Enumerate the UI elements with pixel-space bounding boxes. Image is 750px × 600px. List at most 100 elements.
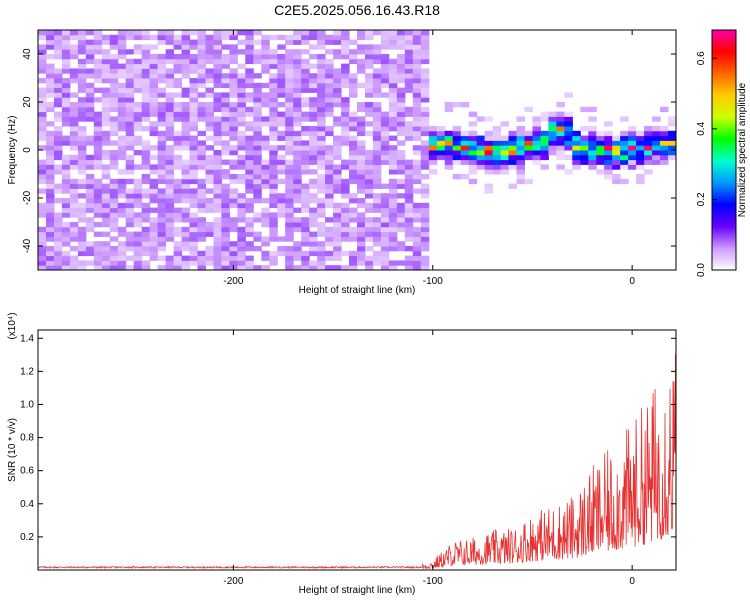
heatmap-cell bbox=[261, 250, 270, 257]
heatmap-cell bbox=[628, 145, 637, 151]
heatmap-cell bbox=[388, 106, 398, 113]
heatmap-cell bbox=[612, 135, 621, 141]
heatmap-cell bbox=[117, 68, 127, 74]
heatmap-cell bbox=[548, 145, 557, 151]
heatmap-cell bbox=[341, 217, 350, 223]
heatmap-cell bbox=[46, 217, 55, 223]
heatmap-cell bbox=[540, 111, 549, 117]
heatmap-cell bbox=[277, 169, 286, 175]
heatmap-cell bbox=[372, 126, 382, 132]
heatmap-cell bbox=[396, 164, 406, 170]
heatmap-cell bbox=[125, 63, 135, 69]
heatmap-cell bbox=[277, 111, 286, 117]
heatmap-cell bbox=[269, 135, 278, 141]
heatmap-cell bbox=[205, 226, 214, 233]
heatmap-cell bbox=[285, 145, 294, 151]
heatmap-cell bbox=[46, 68, 55, 74]
heatmap-cell bbox=[508, 154, 517, 161]
heatmap-cell bbox=[492, 126, 502, 132]
heatmap-cell bbox=[301, 222, 310, 228]
heatmap-cell bbox=[69, 212, 79, 218]
heatmap-cell bbox=[285, 183, 294, 189]
heatmap-cell bbox=[69, 207, 79, 213]
heatmap-cell bbox=[181, 44, 191, 50]
heatmap-cell bbox=[229, 226, 238, 233]
heatmap-cell bbox=[125, 73, 135, 79]
heatmap-cell bbox=[149, 231, 159, 237]
heatmap-cell bbox=[133, 241, 143, 247]
heatmap-cell bbox=[133, 106, 143, 113]
heatmap-cell bbox=[205, 58, 214, 65]
heatmap-cell bbox=[293, 92, 302, 98]
heatmap-cell bbox=[261, 255, 270, 261]
heatmap-cell bbox=[181, 130, 191, 137]
heatmap-cell bbox=[388, 121, 398, 127]
heatmap-cell bbox=[253, 30, 262, 36]
heatmap-cell bbox=[165, 97, 175, 103]
heatmap-cell bbox=[333, 73, 342, 79]
heatmap-cell bbox=[77, 193, 87, 199]
heatmap-cell bbox=[540, 140, 549, 146]
heatmap-cell bbox=[301, 140, 310, 146]
heatmap-cell bbox=[309, 106, 318, 113]
heatmap-cell bbox=[349, 92, 358, 98]
heatmap-cell bbox=[333, 92, 342, 98]
heatmap-cell bbox=[189, 135, 198, 141]
heatmap-cell bbox=[412, 126, 422, 132]
heatmap-cell bbox=[133, 30, 143, 36]
heatmap-cell bbox=[548, 111, 557, 117]
heatmap-cell bbox=[69, 106, 79, 113]
heatmap-cell bbox=[101, 92, 111, 98]
heatmap-cell bbox=[93, 265, 103, 270]
heatmap-cell bbox=[165, 159, 175, 165]
heatmap-cell bbox=[93, 135, 103, 141]
heatmap-cell bbox=[564, 140, 573, 146]
heatmap-y-tick-label: 20 bbox=[22, 96, 33, 108]
heatmap-cell bbox=[325, 58, 334, 65]
heatmap-cell bbox=[173, 226, 183, 233]
heatmap-cell bbox=[117, 255, 127, 261]
heatmap-cell bbox=[396, 63, 406, 69]
heatmap-cell bbox=[556, 145, 565, 151]
heatmap-cell bbox=[404, 198, 414, 204]
heatmap-cell bbox=[341, 231, 350, 237]
heatmap-cell bbox=[380, 111, 390, 117]
heatmap-cell bbox=[564, 145, 573, 151]
heatmap-cell bbox=[93, 130, 103, 137]
heatmap-cell bbox=[245, 49, 254, 55]
heatmap-cell bbox=[93, 78, 103, 84]
heatmap-cell bbox=[245, 121, 254, 127]
heatmap-cell bbox=[325, 154, 334, 161]
heatmap-cell bbox=[101, 135, 111, 141]
heatmap-cell bbox=[277, 34, 286, 41]
heatmap-cell bbox=[141, 217, 151, 223]
heatmap-cell bbox=[636, 150, 645, 156]
heatmap-cell bbox=[213, 30, 222, 36]
heatmap-cell bbox=[133, 68, 143, 74]
colorbar-label: Normalized spectral amplitude bbox=[737, 82, 748, 217]
heatmap-cell bbox=[269, 63, 278, 69]
heatmap-cell bbox=[372, 54, 382, 60]
heatmap-cell bbox=[253, 154, 262, 161]
heatmap-cell bbox=[492, 150, 502, 156]
heatmap-cell bbox=[261, 34, 270, 41]
heatmap-cell bbox=[213, 260, 222, 266]
heatmap-cell bbox=[277, 250, 286, 257]
heatmap-cell bbox=[365, 49, 374, 55]
heatmap-cell bbox=[38, 212, 47, 218]
heatmap-cell bbox=[548, 126, 557, 132]
heatmap-cell bbox=[133, 255, 143, 261]
heatmap-cell bbox=[372, 106, 382, 113]
heatmap-cell bbox=[149, 250, 159, 257]
heatmap-cell bbox=[309, 260, 318, 266]
heatmap-cell bbox=[365, 58, 374, 65]
heatmap-cell bbox=[404, 106, 414, 113]
heatmap-x-tick-label: -200 bbox=[223, 276, 243, 287]
heatmap-cell bbox=[325, 150, 334, 156]
heatmap-cell bbox=[404, 183, 414, 189]
heatmap-cell bbox=[293, 255, 302, 261]
heatmap-cell bbox=[173, 164, 183, 170]
heatmap-cell bbox=[197, 150, 206, 156]
heatmap-cell bbox=[349, 174, 358, 180]
heatmap-cell bbox=[660, 106, 669, 113]
